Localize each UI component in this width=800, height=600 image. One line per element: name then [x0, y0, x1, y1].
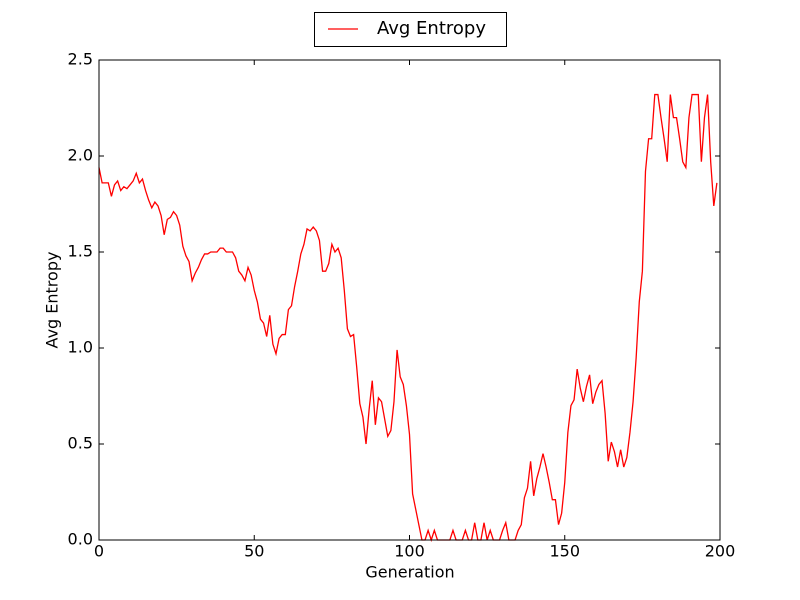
x-tick-label: 200 — [705, 542, 736, 561]
x-axis-label: Generation — [365, 563, 454, 582]
y-tick-label: 1.5 — [68, 242, 93, 261]
y-tick-label: 2.5 — [68, 50, 93, 69]
y-tick-label: 0.5 — [68, 434, 93, 453]
y-axis-label: Avg Entropy — [43, 252, 62, 349]
y-tick-label: 2.0 — [68, 146, 93, 165]
y-tick-label: 1.0 — [68, 338, 93, 357]
x-tick-label: 0 — [94, 542, 104, 561]
x-tick-label: 50 — [244, 542, 264, 561]
data-line — [98, 93, 718, 543]
plot-frame — [98, 59, 721, 541]
legend-label: Avg Entropy — [377, 18, 486, 39]
y-tick-label: 0.0 — [68, 530, 93, 549]
x-tick-label: 100 — [394, 542, 425, 561]
x-tick-label: 150 — [549, 542, 580, 561]
